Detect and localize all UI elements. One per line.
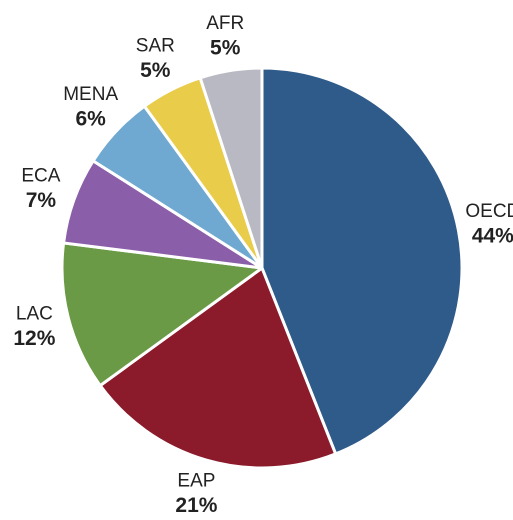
slice-value-label: 6% <box>76 108 107 131</box>
slice-value-label: 5% <box>140 59 171 82</box>
pie-slice <box>260 66 464 456</box>
slice-label: SAR <box>136 36 175 57</box>
slice-label: AFR <box>206 13 244 34</box>
pie-slice <box>60 241 264 388</box>
slice-value-label: 7% <box>26 189 57 212</box>
slice-value-label: 5% <box>210 36 241 59</box>
slice-label: LAC <box>16 303 53 324</box>
slice-label: EAP <box>177 471 215 492</box>
slice-value-label: 21% <box>175 494 217 517</box>
slice-label: MENA <box>63 84 118 105</box>
slice-value-label: 44% <box>472 225 513 248</box>
pie-slice <box>198 66 264 270</box>
pie-slice <box>98 266 338 470</box>
slice-label: ECA <box>21 165 60 186</box>
slice-label: OECD <box>465 201 513 222</box>
slice-value-label: 12% <box>13 327 55 350</box>
